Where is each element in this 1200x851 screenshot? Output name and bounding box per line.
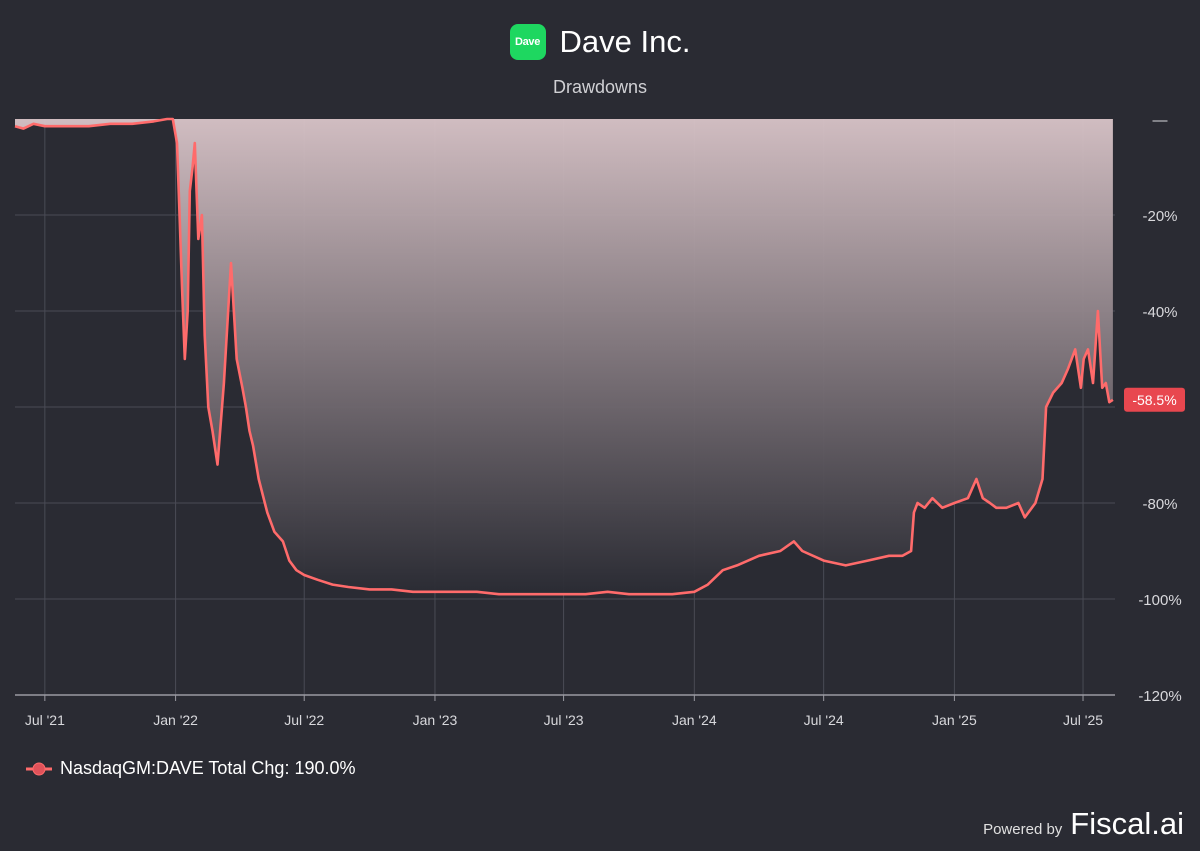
y-tick-label: —: [1153, 112, 1168, 129]
drawdown-line: [14, 117, 1114, 596]
drawdown-area-fill: [15, 119, 1113, 595]
powered-by-label: Powered by: [983, 821, 1063, 838]
drawdown-series-line: [14, 117, 1114, 596]
x-tick-label: Jul '21: [25, 712, 65, 728]
x-tick-label: Jul '23: [544, 712, 584, 728]
x-tick-label: Jul '22: [284, 712, 324, 728]
chart-axes: [15, 694, 1115, 701]
legend-label: NasdaqGM:DAVE Total Chg: 190.0%: [60, 758, 356, 778]
y-tick-label: -120%: [1138, 688, 1181, 705]
chart-legend[interactable]: NasdaqGM:DAVE Total Chg: 190.0%: [26, 758, 356, 779]
x-tick-label: Jul '25: [1063, 712, 1103, 728]
drawdown-area: [15, 119, 1113, 595]
y-tick-label: -100%: [1138, 592, 1181, 609]
x-tick-label: Jan '24: [672, 712, 717, 728]
last-value-label: -58.5%: [1132, 392, 1176, 408]
x-tick-label: Jan '25: [932, 712, 977, 728]
chart-header: Dave Dave Inc.: [0, 24, 1200, 60]
footer: Powered by Fiscal.ai: [983, 806, 1184, 842]
fiscal-ai-brand[interactable]: Fiscal.ai: [1070, 806, 1184, 841]
y-tick-label: -40%: [1142, 304, 1177, 321]
chart-labels: — -20% -40% -80% -100% -120% Jul '21 Jan '22 Jul…: [25, 112, 1185, 728]
x-tick-label: Jan '22: [153, 712, 198, 728]
legend-series-icon: [26, 762, 52, 776]
chart-subtitle: Drawdowns: [552, 77, 648, 97]
y-tick-label: -80%: [1142, 496, 1177, 513]
chart-title: Dave Inc.: [559, 24, 691, 59]
y-tick-label: -20%: [1142, 208, 1177, 225]
company-logo: Dave: [509, 24, 546, 60]
x-tick-label: Jan '23: [413, 712, 458, 728]
last-value-badge: [1124, 387, 1185, 412]
x-tick-label: Jul '24: [804, 712, 844, 728]
